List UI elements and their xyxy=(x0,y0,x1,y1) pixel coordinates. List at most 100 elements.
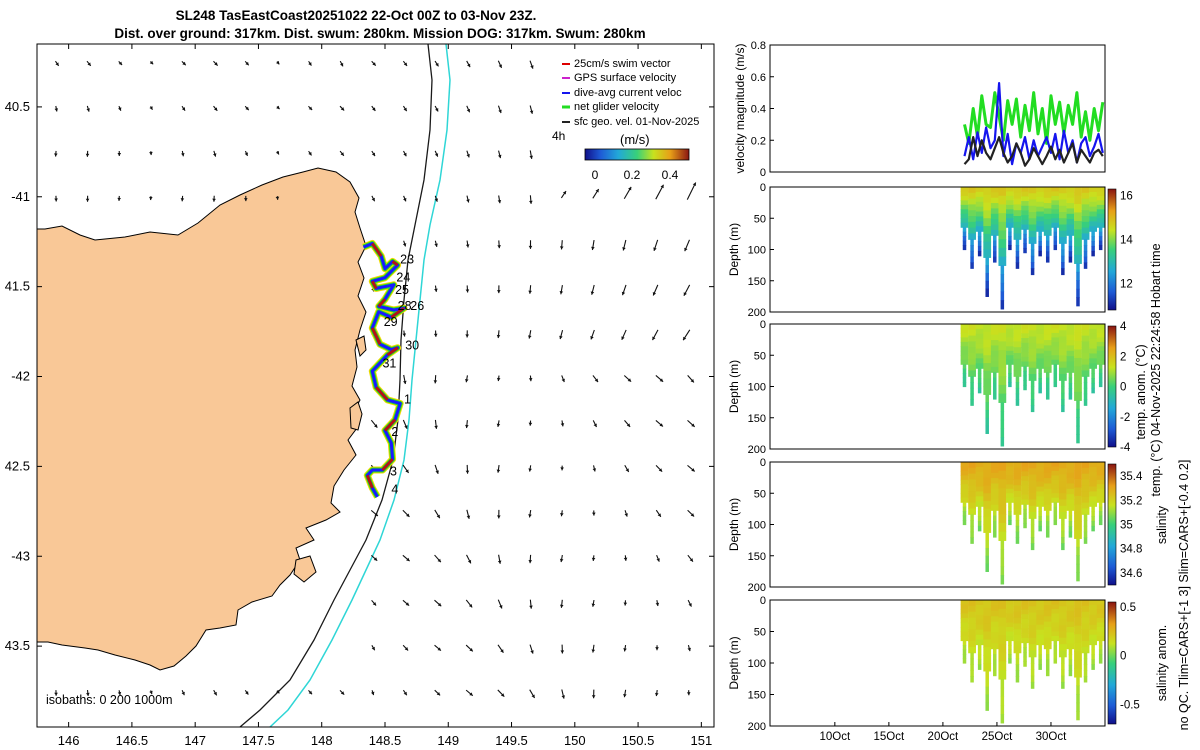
profile-cell xyxy=(1096,337,1105,343)
track-day-label: 30 xyxy=(405,339,419,353)
profile-cell xyxy=(1051,213,1060,219)
velocity-arrow-head xyxy=(405,602,410,606)
profile-cell xyxy=(960,218,969,224)
profile-cell xyxy=(1015,256,1020,264)
profile-cell xyxy=(1076,280,1080,290)
legend-item-sfc-geo: sfc geo. vel. 01-Nov-2025 xyxy=(562,116,699,128)
profile-cell xyxy=(1038,506,1042,512)
velocity-arrow-head xyxy=(340,62,344,67)
velocity-arrow-head xyxy=(404,425,408,429)
profile-cell xyxy=(1013,335,1022,343)
profile-cell xyxy=(1008,373,1012,379)
x-tick-label: 10Oct xyxy=(819,731,850,743)
profile-cell xyxy=(1015,239,1020,246)
profile-cell xyxy=(985,417,989,427)
profile-cell xyxy=(970,262,974,269)
velocity-arrow-head xyxy=(687,647,691,652)
profile-cell xyxy=(983,501,992,510)
panel-frame xyxy=(769,44,1106,173)
profile-cell xyxy=(1098,227,1103,233)
x-tick-label: 20Oct xyxy=(928,731,959,743)
profile-cell xyxy=(1051,636,1060,642)
profile-cell xyxy=(1081,329,1090,337)
profile-cell xyxy=(1081,364,1090,372)
velocity-arrow xyxy=(686,182,697,200)
profile-cell xyxy=(1081,227,1090,235)
profile-cell xyxy=(1013,192,1022,200)
profile-cell xyxy=(1030,524,1035,532)
profile-cell xyxy=(968,646,976,654)
velocity-arrow-head xyxy=(437,602,442,607)
profile-cell xyxy=(1030,392,1035,400)
profile-cell xyxy=(998,213,1007,223)
profile-cell xyxy=(1006,355,1014,361)
profile-cell xyxy=(1028,505,1037,513)
profile-cell xyxy=(1013,646,1022,654)
profile-cell xyxy=(960,627,969,633)
profile-cell xyxy=(1036,491,1045,497)
profile-cell xyxy=(1036,211,1045,218)
profile-cell xyxy=(1013,358,1022,366)
profile-cell xyxy=(975,221,984,227)
track-day-label: 4 xyxy=(391,482,398,496)
profile-cell xyxy=(1051,479,1060,485)
profile-cell xyxy=(1013,324,1022,331)
profile-cell xyxy=(1058,218,1067,226)
profile-cell xyxy=(1051,359,1060,365)
profile-cell xyxy=(1013,227,1022,235)
profile-cell xyxy=(1091,368,1095,374)
velocity-arrow-head xyxy=(371,646,375,651)
profile-cell xyxy=(1076,538,1080,548)
profile-cell xyxy=(1000,549,1005,559)
profile-cell xyxy=(1038,250,1042,257)
profile-cell xyxy=(1076,563,1080,573)
track-day-label: 29 xyxy=(384,315,398,329)
profile-cell xyxy=(1021,494,1029,501)
profile-cell xyxy=(1015,664,1020,671)
profile-cell xyxy=(977,516,982,522)
profile-cell xyxy=(1051,341,1060,347)
profile-cell xyxy=(998,635,1007,645)
velocity-arrow-head xyxy=(561,378,565,383)
profile-cell xyxy=(1043,361,1052,368)
profile-cell xyxy=(1000,575,1005,585)
profile-cell xyxy=(1015,393,1020,401)
velocity-arrow-head xyxy=(560,467,564,471)
track-swim-segment xyxy=(371,280,378,290)
profile-cell xyxy=(1015,382,1020,389)
profile-cell xyxy=(975,348,984,355)
profile-cell xyxy=(1091,664,1095,670)
profile-cell xyxy=(1036,600,1045,606)
profile-cell xyxy=(1008,511,1012,517)
velocity-arrow-head xyxy=(625,468,629,472)
profile-cell xyxy=(1089,338,1098,345)
profile-cell xyxy=(1008,368,1012,374)
velocity-arrow-head xyxy=(276,60,280,65)
profile-cell xyxy=(1051,470,1060,476)
forestier-island xyxy=(293,555,317,583)
profile-cell xyxy=(1036,624,1045,631)
x-tick-label: 25Oct xyxy=(982,731,1013,743)
profile-cell xyxy=(960,355,969,361)
profile-cell xyxy=(975,466,984,473)
profile-cell xyxy=(1089,496,1098,502)
velocity-arrow-head xyxy=(149,151,153,156)
profile-cell xyxy=(1061,380,1065,388)
profile-cell xyxy=(1089,226,1098,232)
profile-cell xyxy=(1013,364,1022,372)
profile-cell xyxy=(977,241,982,247)
velocity-arrow-head xyxy=(529,110,534,114)
profile-cell xyxy=(1096,191,1105,197)
profile-cell xyxy=(975,324,984,330)
profile-cell xyxy=(1043,643,1052,650)
profile-cell xyxy=(1089,196,1098,203)
velocity-arrow-head xyxy=(654,692,659,697)
profile-cell xyxy=(998,661,1007,671)
velocity-arrow-head xyxy=(621,291,626,296)
profile-cell xyxy=(1089,462,1098,468)
profile-cell xyxy=(990,483,999,490)
profile-cell xyxy=(998,247,1007,258)
profile-cell xyxy=(1098,373,1103,379)
panel-frame xyxy=(769,599,1106,727)
